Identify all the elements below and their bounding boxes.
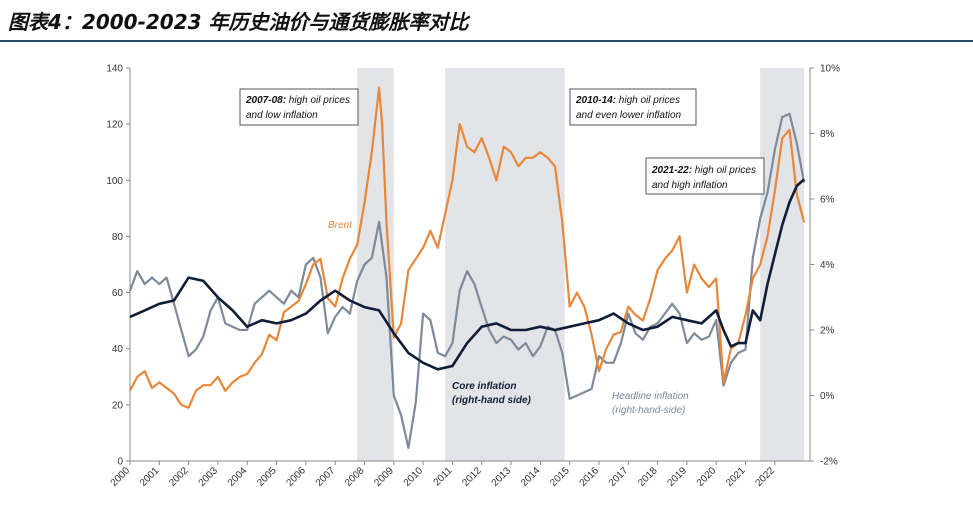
x-tick-label: 2017 bbox=[607, 465, 631, 489]
shaded-period-0 bbox=[357, 68, 394, 461]
x-tick-label: 2018 bbox=[636, 465, 660, 489]
x-tick-label: 2020 bbox=[695, 465, 719, 489]
brent-series-label: Brent bbox=[328, 220, 353, 231]
left-tick-label: 40 bbox=[112, 344, 124, 355]
annotation-2010-14: 2010-14: high oil prices and even lower … bbox=[569, 88, 697, 126]
headline-inflation-label-line1: Headline inflation bbox=[612, 391, 689, 402]
x-tick-label: 2012 bbox=[460, 465, 484, 489]
core-inflation-label-line2: (right-hand side) bbox=[452, 395, 532, 406]
figure-title: 图表4：2000-2023 年历史油价与通货膨胀率对比 bbox=[8, 10, 469, 34]
annotation-2007-08-bold: 2007-08: bbox=[245, 95, 286, 106]
x-tick-label: 2008 bbox=[343, 465, 367, 489]
left-tick-label: 60 bbox=[112, 288, 124, 299]
annotation-2021-22: 2021-22: high oil prices and high inflat… bbox=[645, 157, 765, 195]
x-tick-label: 2002 bbox=[167, 465, 191, 489]
annotation-2010-14-rest: high oil prices bbox=[616, 95, 680, 106]
x-tick-label: 2001 bbox=[138, 465, 162, 489]
left-tick-label: 140 bbox=[106, 64, 123, 75]
x-tick-label: 2013 bbox=[490, 465, 514, 489]
annotation-2007-08-rest: high oil prices bbox=[286, 95, 350, 106]
headline-inflation-label-line2: (right-hand-side) bbox=[612, 405, 685, 416]
shaded-period-2 bbox=[760, 68, 805, 461]
annotation-2021-22-line2: and high inflation bbox=[652, 180, 728, 191]
left-tick-label: 120 bbox=[106, 120, 123, 131]
core-inflation-label-line1: Core inflation bbox=[452, 381, 516, 392]
annotation-2021-22-rest: high oil prices bbox=[692, 165, 756, 176]
x-tick-label: 2004 bbox=[226, 465, 250, 489]
x-tick-label: 2022 bbox=[753, 465, 777, 489]
x-tick-label: 2007 bbox=[314, 465, 338, 489]
x-tick-label: 2019 bbox=[666, 465, 690, 489]
x-tick-label: 2016 bbox=[578, 465, 602, 489]
title-divider bbox=[0, 40, 973, 42]
x-tick-label: 2015 bbox=[548, 465, 572, 489]
x-tick-label: 2021 bbox=[724, 465, 748, 489]
left-tick-label: 0 bbox=[117, 457, 123, 468]
svg-text:2021-22: high oil prices: 2021-22: high oil prices bbox=[651, 165, 756, 176]
annotation-2007-08: 2007-08: high oil prices and low inflati… bbox=[239, 88, 359, 126]
right-tick-label: 6% bbox=[820, 195, 835, 206]
annotation-2010-14-line2: and even lower inflation bbox=[576, 110, 682, 121]
x-tick-label: 2000 bbox=[109, 465, 133, 489]
x-tick-label: 2014 bbox=[519, 465, 543, 489]
core-inflation-line bbox=[129, 178, 805, 371]
annotation-2010-14-bold: 2010-14: bbox=[575, 95, 616, 106]
x-tick-label: 2011 bbox=[432, 465, 455, 488]
x-tick-label: 2005 bbox=[255, 465, 279, 489]
svg-text:2010-14: high oil prices: 2010-14: high oil prices bbox=[575, 95, 680, 106]
annotation-2021-22-bold: 2021-22: bbox=[651, 165, 692, 176]
svg-text:2007-08: high oil prices: 2007-08: high oil prices bbox=[245, 95, 350, 106]
left-tick-label: 100 bbox=[106, 176, 123, 187]
x-tick-label: 2009 bbox=[372, 465, 396, 489]
right-tick-label: 10% bbox=[820, 64, 840, 75]
left-tick-label: 80 bbox=[112, 232, 124, 243]
x-tick-label: 2010 bbox=[402, 465, 426, 489]
right-tick-label: 4% bbox=[820, 260, 835, 271]
right-tick-label: 0% bbox=[820, 391, 835, 402]
x-tick-label: 2003 bbox=[197, 465, 221, 489]
shaded-period-1 bbox=[445, 68, 565, 461]
right-tick-label: 8% bbox=[820, 129, 835, 140]
x-tick-label: 2006 bbox=[284, 465, 308, 489]
annotation-2007-08-line2: and low inflation bbox=[246, 110, 318, 121]
right-tick-label: 2% bbox=[820, 326, 835, 337]
headline-inflation-line bbox=[128, 112, 806, 449]
brent-line bbox=[129, 86, 806, 409]
left-tick-label: 20 bbox=[112, 400, 124, 411]
right-tick-label: -2% bbox=[820, 457, 838, 468]
